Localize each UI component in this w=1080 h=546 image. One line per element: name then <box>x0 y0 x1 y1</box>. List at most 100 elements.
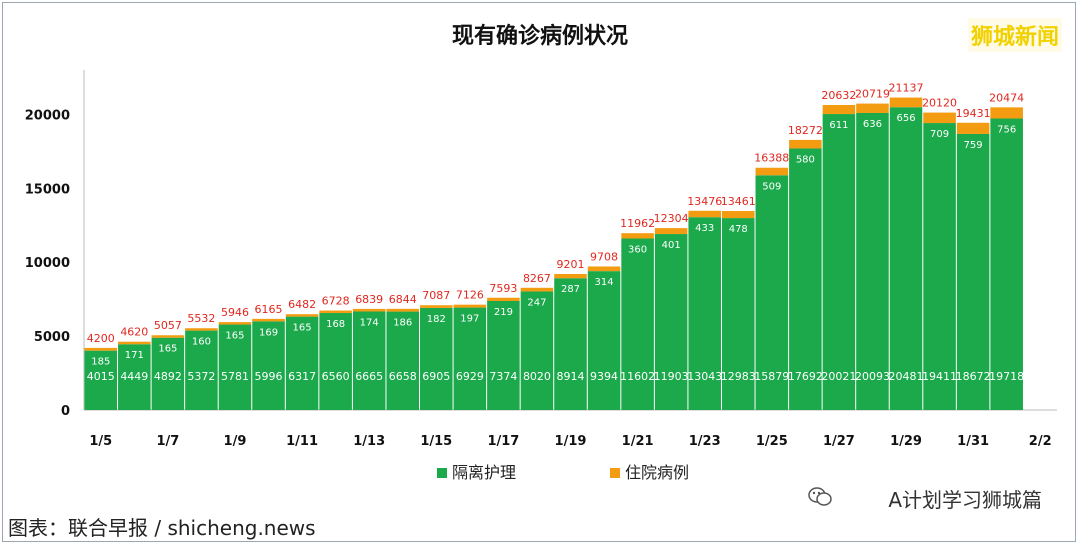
data-label-total: 5946 <box>221 306 249 319</box>
x-tick-label: 1/31 <box>957 434 989 449</box>
data-label-total: 6728 <box>322 295 350 308</box>
data-label-total: 19431 <box>956 107 991 120</box>
data-label-isolation: 20021 <box>821 370 856 383</box>
bar-segment-isolation <box>453 307 487 410</box>
bar-segment-hospital <box>185 328 218 331</box>
bar-segment-hospital <box>151 335 185 338</box>
wechat-icon <box>808 487 832 506</box>
data-label-isolation: 6658 <box>389 370 417 383</box>
data-label-isolation: 20481 <box>889 370 924 383</box>
data-label-hospital: 186 <box>393 318 412 329</box>
bar-segment-isolation <box>487 300 520 410</box>
x-tick-label: 1/9 <box>224 434 247 449</box>
data-label-isolation: 11602 <box>620 370 655 383</box>
data-label-hospital: 169 <box>259 327 278 338</box>
credit-text: A计划学习狮城篇 <box>888 488 1042 512</box>
data-label-isolation: 6317 <box>288 370 316 383</box>
y-tick-label: 10000 <box>25 256 70 271</box>
bar-segment-isolation <box>151 337 185 410</box>
bar-segment-isolation <box>185 330 218 410</box>
data-label-isolation: 5372 <box>187 370 215 383</box>
data-label-isolation: 19411 <box>922 370 957 383</box>
bar-segment-hospital <box>420 305 453 308</box>
x-tick-label: 1/13 <box>353 434 385 449</box>
data-label-isolation: 18672 <box>956 370 991 383</box>
data-label-total: 6482 <box>288 298 316 311</box>
data-label-total: 11962 <box>620 217 655 230</box>
data-label-hospital: 433 <box>695 223 714 234</box>
x-tick-label: 2/2 <box>1029 434 1052 449</box>
data-label-isolation: 17692 <box>788 370 823 383</box>
data-label-hospital: 401 <box>662 240 681 251</box>
bar-segment-isolation <box>84 350 118 410</box>
bar-segment-isolation <box>789 148 822 411</box>
bar-segment-isolation <box>923 123 956 410</box>
legend-swatch <box>610 468 620 478</box>
data-label-total: 4200 <box>87 332 115 345</box>
data-label-total: 4620 <box>120 326 148 339</box>
data-label-hospital: 759 <box>964 140 983 151</box>
data-label-hospital: 182 <box>427 314 446 325</box>
bar-segment-isolation <box>218 324 252 410</box>
data-label-total: 9708 <box>590 250 618 263</box>
data-label-isolation: 8914 <box>557 370 585 383</box>
data-label-hospital: 160 <box>192 337 211 348</box>
data-label-isolation: 5996 <box>255 370 283 383</box>
bar-segment-isolation <box>856 112 889 410</box>
watermark-logo: 狮城新闻 <box>967 18 1062 52</box>
legend-label: 隔离护理 <box>452 463 516 482</box>
x-tick-label: 1/5 <box>89 434 112 449</box>
data-label-hospital: 360 <box>628 244 647 255</box>
data-label-hospital: 247 <box>527 297 546 308</box>
bar-segment-isolation <box>688 217 721 410</box>
bar-segment-isolation <box>990 118 1023 410</box>
y-tick-label: 15000 <box>25 182 70 197</box>
bar-segment-hospital <box>252 318 285 322</box>
bar-segment-isolation <box>621 238 654 410</box>
bar-segment-isolation <box>520 291 554 410</box>
data-label-total: 5532 <box>187 312 215 325</box>
bar-segment-hospital <box>923 112 956 124</box>
bar-segment-hospital <box>755 167 789 176</box>
data-label-hospital: 174 <box>360 317 379 328</box>
x-tick-label: 1/7 <box>156 434 179 449</box>
data-label-isolation: 4449 <box>120 370 148 383</box>
data-label-total: 9201 <box>557 258 585 271</box>
bar-segment-hospital <box>453 304 487 308</box>
data-label-hospital: 611 <box>829 120 848 131</box>
data-label-hospital: 580 <box>796 154 815 165</box>
x-tick-label: 1/21 <box>622 434 654 449</box>
bar-segment-hospital <box>218 322 252 325</box>
x-tick-label: 1/19 <box>555 434 587 449</box>
data-label-hospital: 171 <box>125 350 144 361</box>
data-label-isolation: 6560 <box>322 370 350 383</box>
data-label-hospital: 197 <box>460 314 479 325</box>
data-label-isolation: 4892 <box>154 370 182 383</box>
data-label-total: 8267 <box>523 272 551 285</box>
chart-legend: 隔离护理 住院病例 <box>437 463 689 482</box>
data-label-total: 12304 <box>654 212 689 225</box>
data-label-isolation: 6929 <box>456 370 484 383</box>
bar-segment-isolation <box>587 271 621 410</box>
x-tick-label: 1/29 <box>890 434 922 449</box>
data-label-total: 7126 <box>456 289 484 302</box>
bar-segment-hospital <box>956 122 990 134</box>
bar-segment-hospital <box>587 266 621 272</box>
data-label-isolation: 4015 <box>87 370 115 383</box>
data-label-total: 7593 <box>489 282 517 295</box>
data-label-isolation: 20093 <box>855 370 890 383</box>
bar-segment-isolation <box>889 107 923 410</box>
bar-segment-hospital <box>84 347 118 351</box>
bar-segment-hospital <box>856 103 889 113</box>
data-label-hospital: 185 <box>91 357 110 368</box>
bar-segment-isolation <box>352 311 386 410</box>
data-label-total: 7087 <box>422 289 450 302</box>
y-tick-label: 20000 <box>25 108 70 123</box>
data-label-total: 5057 <box>154 319 182 332</box>
bar-segment-isolation <box>822 114 856 411</box>
data-label-isolation: 6905 <box>422 370 450 383</box>
data-label-total: 16388 <box>754 152 789 165</box>
legend-label: 住院病例 <box>625 463 689 482</box>
chart-axes: 0 5000 10000 15000 20000 1/5 1/7 1/9 1/11 1/13 1/1… <box>25 70 1057 449</box>
